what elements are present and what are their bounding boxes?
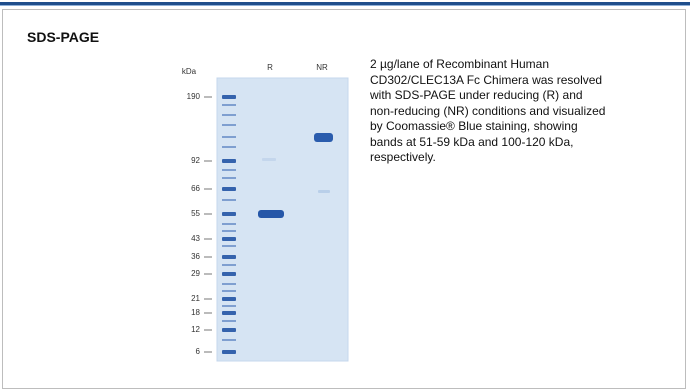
ladder-band-minor	[222, 223, 236, 225]
marker-label: 190	[187, 92, 201, 101]
gel-background	[217, 78, 348, 361]
marker-label: 29	[191, 269, 200, 278]
ladder-band	[222, 297, 236, 301]
ladder-band-minor	[222, 169, 236, 171]
ladder-band-minor	[222, 245, 236, 247]
sample-band-nonreduced	[314, 133, 333, 142]
ladder-band	[222, 255, 236, 259]
ladder-band-minor	[222, 136, 236, 138]
ladder-band-minor	[222, 114, 236, 116]
ladder-band-minor	[222, 339, 236, 341]
ladder-band-minor	[222, 305, 236, 307]
ladder-band	[222, 311, 236, 315]
ladder-band	[222, 95, 236, 99]
ladder-band-minor	[222, 320, 236, 322]
faint-band	[318, 190, 330, 193]
marker-label: 92	[191, 156, 200, 165]
ladder-band-minor	[222, 230, 236, 232]
marker-label: 18	[191, 308, 200, 317]
ladder-band	[222, 350, 236, 354]
ladder-band-minor	[222, 146, 236, 148]
page: {"figure": {"title": "SDS-PAGE", "gel": …	[0, 0, 690, 385]
ladder-band-minor	[222, 290, 236, 292]
ladder-band	[222, 212, 236, 216]
ladder-band	[222, 272, 236, 276]
ladder-band-minor	[222, 199, 236, 201]
ladder-band	[222, 159, 236, 163]
gel-figure: kDa R NR 190 92 66 55 43 36 29 21 18 12 6	[0, 0, 690, 385]
marker-label: 66	[191, 184, 200, 193]
marker-label: 43	[191, 234, 200, 243]
faint-band	[262, 158, 276, 161]
ladder-band-minor	[222, 104, 236, 106]
marker-label: 36	[191, 252, 200, 261]
marker-label: 12	[191, 325, 200, 334]
marker-label: 6	[196, 347, 201, 356]
sample-band-reduced	[258, 210, 284, 218]
lane-label: NR	[316, 63, 328, 72]
ladder-band-minor	[222, 124, 236, 126]
ladder-band-minor	[222, 283, 236, 285]
ladder-band-minor	[222, 177, 236, 179]
ladder-band	[222, 187, 236, 191]
unit-label: kDa	[182, 67, 197, 76]
ladder-band	[222, 237, 236, 241]
marker-label: 55	[191, 209, 200, 218]
ladder-band-minor	[222, 264, 236, 266]
ladder-band	[222, 328, 236, 332]
lane-label: R	[267, 63, 273, 72]
marker-label: 21	[191, 294, 200, 303]
